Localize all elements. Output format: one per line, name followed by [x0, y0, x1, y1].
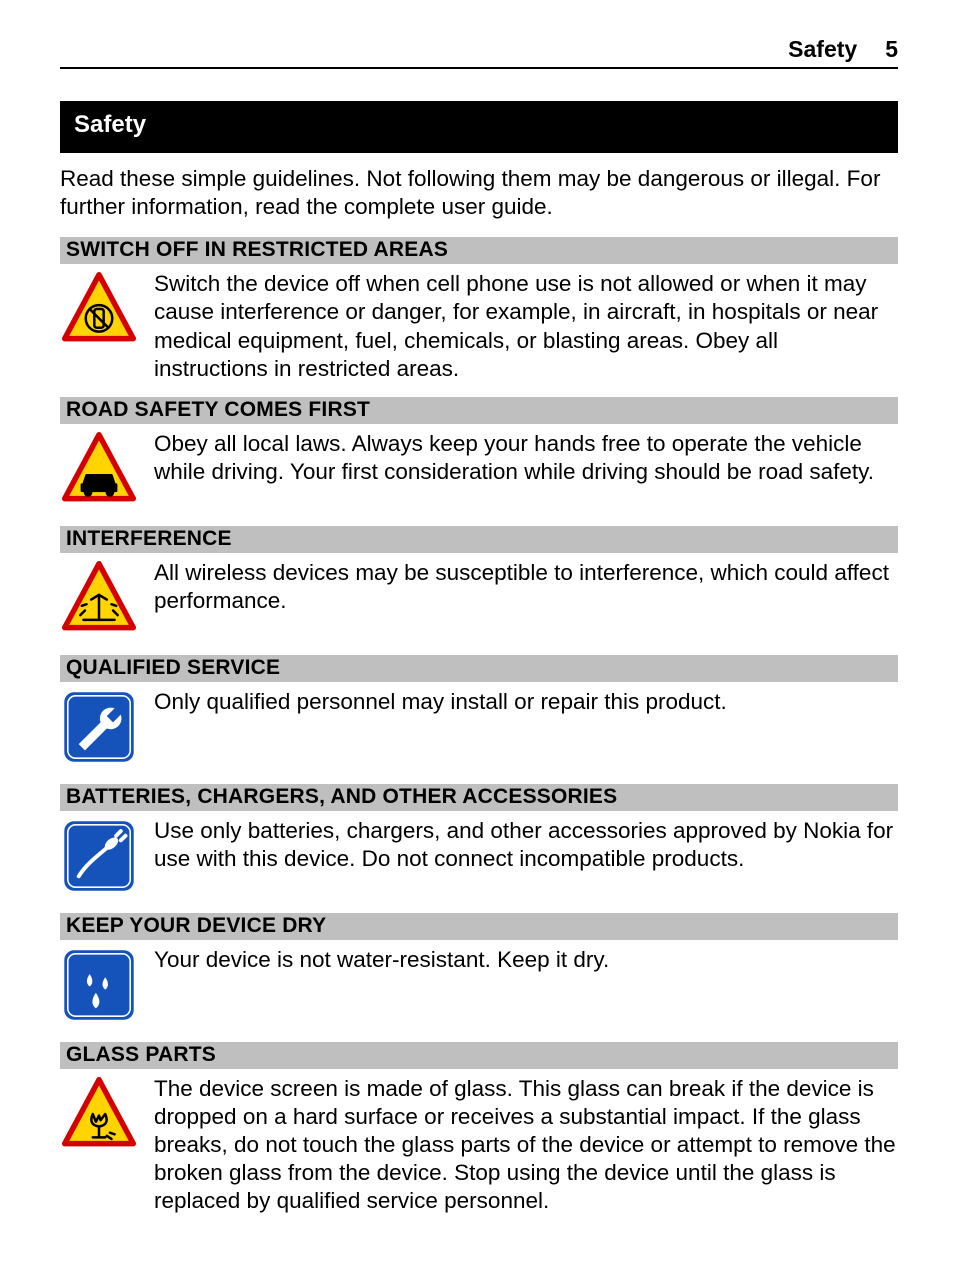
section-switch-off: SWITCH OFF IN RESTRICTED AREAS Switch th…	[60, 237, 898, 383]
section-icon-slot	[60, 817, 138, 895]
water-drops-icon	[60, 946, 138, 1024]
section-text: Your device is not water-resistant. Keep…	[154, 946, 898, 974]
page: Safety 5 Safety Read these simple guidel…	[0, 0, 954, 1269]
wrench-icon	[60, 688, 138, 766]
section-road-safety: ROAD SAFETY COMES FIRST Obey all local l…	[60, 397, 898, 512]
section-heading: BATTERIES, CHARGERS, AND OTHER ACCESSORI…	[60, 784, 898, 811]
car-icon	[60, 430, 138, 508]
section-body: Your device is not water-resistant. Keep…	[60, 946, 898, 1028]
running-header: Safety 5	[60, 36, 898, 69]
section-icon-slot	[60, 688, 138, 766]
section-text: Obey all local laws. Always keep your ha…	[154, 430, 898, 486]
section-glass-parts: GLASS PARTS The device screen is made of…	[60, 1042, 898, 1216]
section-body: Only qualified personnel may install or …	[60, 688, 898, 770]
section-icon-slot	[60, 559, 138, 637]
section-text: The device screen is made of glass. This…	[154, 1075, 898, 1216]
antenna-interference-icon	[60, 559, 138, 637]
running-header-page-number: 5	[885, 36, 898, 63]
section-text: All wireless devices may be susceptible …	[154, 559, 898, 615]
section-heading: GLASS PARTS	[60, 1042, 898, 1069]
section-body: The device screen is made of glass. This…	[60, 1075, 898, 1216]
section-heading: KEEP YOUR DEVICE DRY	[60, 913, 898, 940]
section-qualified-service: QUALIFIED SERVICE Only qualified personn…	[60, 655, 898, 770]
section-icon-slot	[60, 270, 138, 348]
charger-plug-icon	[60, 817, 138, 895]
section-text: Only qualified personnel may install or …	[154, 688, 898, 716]
section-heading: SWITCH OFF IN RESTRICTED AREAS	[60, 237, 898, 264]
main-heading: Safety	[60, 101, 898, 153]
main-heading-label: Safety	[74, 111, 146, 138]
section-heading: ROAD SAFETY COMES FIRST	[60, 397, 898, 424]
intro-paragraph: Read these simple guidelines. Not follow…	[60, 165, 898, 221]
section-keep-dry: KEEP YOUR DEVICE DRY Your device is not …	[60, 913, 898, 1028]
section-text: Switch the device off when cell phone us…	[154, 270, 898, 383]
section-icon-slot	[60, 1075, 138, 1153]
section-icon-slot	[60, 946, 138, 1024]
no-phone-icon	[60, 270, 138, 348]
section-heading: INTERFERENCE	[60, 526, 898, 553]
section-accessories: BATTERIES, CHARGERS, AND OTHER ACCESSORI…	[60, 784, 898, 899]
section-text: Use only batteries, chargers, and other …	[154, 817, 898, 873]
running-header-title: Safety	[788, 36, 857, 63]
section-interference: INTERFERENCE All wireless devices may be…	[60, 526, 898, 641]
sections-container: SWITCH OFF IN RESTRICTED AREAS Switch th…	[60, 237, 898, 1215]
section-body: Switch the device off when cell phone us…	[60, 270, 898, 383]
section-body: All wireless devices may be susceptible …	[60, 559, 898, 641]
broken-glass-icon	[60, 1075, 138, 1153]
section-body: Use only batteries, chargers, and other …	[60, 817, 898, 899]
section-heading: QUALIFIED SERVICE	[60, 655, 898, 682]
section-icon-slot	[60, 430, 138, 508]
section-body: Obey all local laws. Always keep your ha…	[60, 430, 898, 512]
